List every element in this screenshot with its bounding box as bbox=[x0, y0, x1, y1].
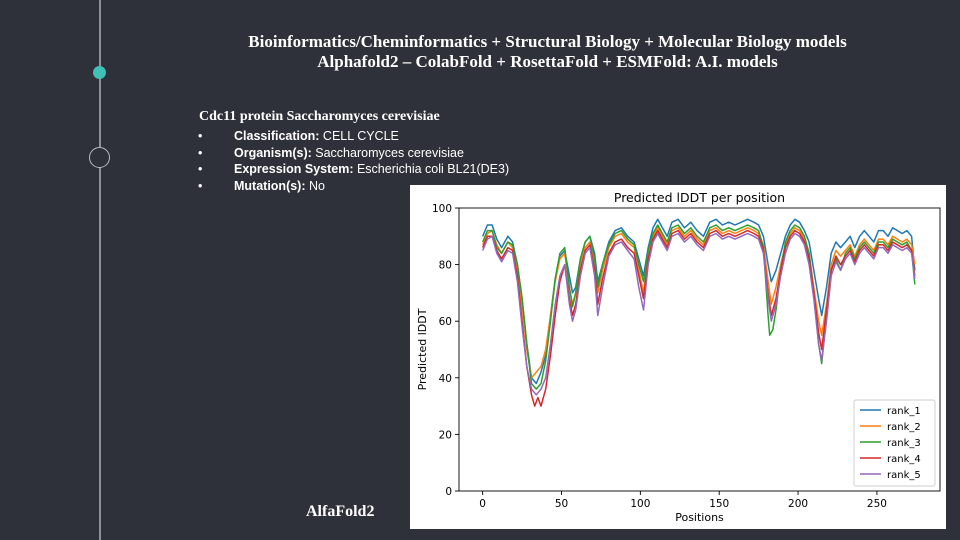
timeline-line bbox=[99, 0, 101, 540]
detail-classification: Classification: CELL CYCLE bbox=[198, 128, 509, 145]
x-tick-label: 0 bbox=[479, 498, 486, 510]
legend-label-rank_1: rank_1 bbox=[887, 406, 921, 417]
timeline-dot bbox=[89, 147, 110, 168]
timeline-dot-active bbox=[93, 66, 106, 79]
detail-label: Organism(s): bbox=[234, 145, 312, 160]
detail-value: Saccharomyces cerevisiae bbox=[311, 145, 464, 160]
legend-label-rank_5: rank_5 bbox=[887, 470, 921, 481]
detail-mutation: Mutation(s): No bbox=[198, 178, 509, 195]
plddt-chart: Predicted lDDT per position 0 50 100 150 200 2… bbox=[410, 185, 946, 529]
y-tick-label: 40 bbox=[439, 373, 452, 385]
y-tick-label: 80 bbox=[439, 260, 452, 272]
title-line-2: Alphafold2 – ColabFold + RosettaFold + E… bbox=[317, 52, 778, 71]
footer-label: AlfaFold2 bbox=[306, 503, 375, 520]
slide-title: Bioinformatics/Cheminformatics + Structu… bbox=[200, 32, 895, 72]
x-tick-label: 250 bbox=[867, 498, 887, 510]
detail-value: CELL CYCLE bbox=[319, 129, 399, 143]
x-tick-label: 50 bbox=[555, 498, 568, 510]
series-line-rank_5 bbox=[482, 232, 916, 396]
x-axis-label: Positions bbox=[675, 511, 724, 524]
legend-label-rank_2: rank_2 bbox=[887, 422, 921, 433]
detail-value: No bbox=[305, 178, 325, 193]
x-tick-label: 200 bbox=[788, 498, 808, 510]
detail-label: Expression System: bbox=[234, 162, 354, 176]
protein-details-list: Classification: CELL CYCLE Organism(s): … bbox=[198, 128, 509, 194]
series-line-rank_3 bbox=[482, 224, 916, 390]
chart-title: Predicted lDDT per position bbox=[614, 190, 785, 205]
legend-box bbox=[853, 399, 936, 487]
series-line-rank_4 bbox=[482, 229, 916, 407]
y-tick-label: 0 bbox=[445, 486, 452, 498]
legend-label-rank_3: rank_3 bbox=[887, 438, 921, 449]
detail-value: Escherichia coli BL21(DE3) bbox=[353, 162, 510, 176]
y-tick-label: 20 bbox=[439, 429, 452, 441]
y-tick-label: 60 bbox=[439, 316, 452, 328]
x-tick-label: 150 bbox=[709, 498, 729, 510]
legend-label-rank_4: rank_4 bbox=[887, 454, 921, 465]
detail-organism: Organism(s): Saccharomyces cerevisiae bbox=[198, 145, 509, 162]
protein-name: Cdc11 protein Saccharomyces cerevisiae bbox=[199, 109, 440, 124]
detail-label: Classification: bbox=[234, 129, 320, 143]
y-axis-label: Predicted lDDT bbox=[416, 308, 429, 390]
x-tick-label: 100 bbox=[630, 498, 650, 510]
title-line-1: Bioinformatics/Cheminformatics + Structu… bbox=[248, 32, 847, 51]
y-tick-label: 100 bbox=[432, 203, 452, 215]
plot-frame bbox=[458, 207, 941, 492]
detail-expression-system: Expression System: Escherichia coli BL21… bbox=[198, 161, 509, 178]
detail-label: Mutation(s): bbox=[234, 178, 306, 193]
